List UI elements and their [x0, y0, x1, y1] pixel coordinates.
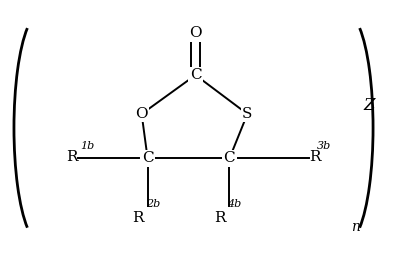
Text: C: C [223, 152, 235, 165]
Text: R: R [132, 211, 144, 225]
Text: 4b: 4b [227, 199, 242, 209]
Text: 3b: 3b [317, 141, 332, 151]
Text: R: R [66, 150, 78, 164]
Text: O: O [135, 107, 148, 121]
Text: O: O [189, 26, 202, 40]
Text: 2b: 2b [146, 199, 160, 209]
Text: Z: Z [363, 97, 375, 114]
Text: C: C [142, 152, 154, 165]
Text: R: R [309, 150, 321, 164]
Text: n: n [351, 220, 360, 234]
Text: C: C [190, 68, 201, 82]
Text: R: R [214, 211, 225, 225]
Text: 1b: 1b [80, 141, 94, 151]
Text: S: S [242, 107, 253, 121]
